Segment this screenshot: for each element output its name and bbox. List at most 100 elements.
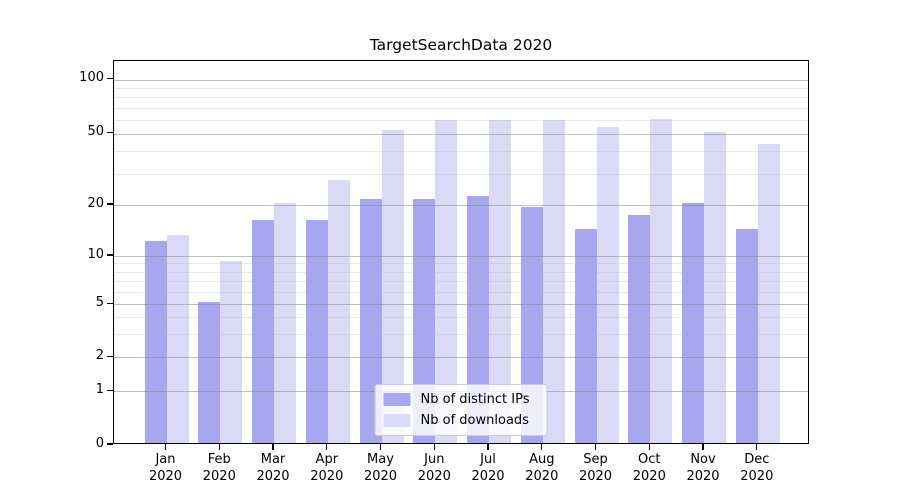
plot-area: Nb of distinct IPs Nb of downloads: [113, 60, 809, 444]
legend-item-distinct-ips: Nb of distinct IPs: [383, 392, 530, 407]
gridline-2: [114, 357, 808, 359]
x-tick-mark-may: [379, 444, 382, 450]
gridline-minor-80: [114, 97, 808, 99]
x-tick-mark-apr: [326, 444, 328, 450]
y-tick-mark-50: [107, 132, 113, 134]
y-tick-label-10: 10: [87, 246, 104, 262]
y-tick-mark-100: [107, 78, 113, 80]
bar-distinct-ips-nov: [682, 203, 704, 443]
bar-downloads-jan: [166, 234, 189, 443]
legend-label-downloads: Nb of downloads: [420, 413, 529, 428]
x-tick-label-line: 2020: [740, 468, 774, 484]
legend: Nb of distinct IPs Nb of downloads: [374, 384, 548, 436]
y-tick-mark-5: [107, 302, 113, 304]
legend-item-downloads: Nb of downloads: [383, 413, 530, 428]
x-tick-mark-sep: [594, 444, 597, 450]
y-tick-mark-0: [107, 443, 113, 445]
x-tick-label-line: 2020: [578, 468, 613, 484]
gridline-minor-3: [114, 333, 808, 335]
bar-distinct-ips-mar: [252, 219, 274, 443]
gridline-50: [114, 133, 808, 135]
bar-downloads-jul: [489, 120, 511, 443]
bar-distinct-ips-sep: [574, 229, 597, 443]
x-tick-label-line: Oct: [638, 452, 661, 467]
y-tick-label-2: 2: [95, 347, 104, 363]
bar-distinct-ips-oct: [628, 215, 651, 443]
y-tick-mark-2: [107, 355, 113, 357]
x-tick-label-line: Feb: [207, 452, 231, 467]
gridline-minor-70: [114, 107, 808, 109]
bar-downloads-feb: [220, 261, 243, 443]
bar-downloads-mar: [274, 203, 296, 443]
bar-distinct-ips-apr: [305, 219, 328, 443]
gridline-minor-7: [114, 280, 808, 282]
legend-label-distinct-ips: Nb of distinct IPs: [420, 392, 530, 407]
bar-distinct-ips-may: [359, 199, 382, 443]
x-tick-label-line: 2020: [148, 468, 183, 484]
x-tick-label-line: 2020: [256, 468, 290, 484]
gridline-20: [114, 205, 808, 206]
y-tick-mark-1: [107, 389, 113, 392]
bar-downloads-dec: [757, 143, 780, 443]
x-tick-label-jan: Jan 2020: [134, 452, 198, 485]
bar-distinct-ips-feb: [198, 302, 221, 443]
x-tick-label-may: May 2020: [349, 452, 413, 485]
x-tick-label-line: May: [367, 452, 394, 467]
x-tick-label-sep: Sep 2020: [564, 452, 628, 485]
x-tick-mark-mar: [272, 444, 274, 450]
bar-downloads-may: [381, 130, 404, 443]
x-tick-label-line: 2020: [417, 468, 451, 484]
bar-downloads-oct: [650, 118, 673, 443]
x-tick-label-line: 2020: [525, 468, 559, 484]
bar-downloads-aug: [542, 120, 565, 443]
bar-downloads-sep: [596, 127, 619, 443]
y-tick-label-20: 20: [87, 195, 104, 211]
y-tick-label-0: 0: [95, 435, 104, 451]
bar-distinct-ips-jul: [467, 195, 489, 443]
bar-downloads-nov: [704, 131, 726, 443]
x-tick-label-feb: Feb 2020: [187, 452, 251, 485]
y-tick-label-100: 100: [79, 70, 104, 86]
y-tick-label-1: 1: [95, 381, 104, 397]
x-tick-label-jun: Jun 2020: [402, 452, 466, 485]
x-tick-mark-nov: [702, 444, 704, 450]
legend-swatch-downloads-icon: [383, 414, 411, 427]
grid-layer: [114, 61, 808, 443]
bar-distinct-ips-aug: [520, 206, 543, 443]
x-tick-label-line: Jul: [480, 452, 496, 467]
x-tick-label-line: 2020: [471, 468, 505, 484]
chart-title: TargetSearchData 2020: [369, 36, 553, 54]
gridline-minor-4: [114, 317, 808, 319]
x-tick-mark-feb: [218, 444, 220, 450]
bar-distinct-ips-dec: [735, 229, 758, 443]
gridline-minor-90: [114, 88, 808, 89]
x-tick-label-line: 2020: [310, 468, 344, 484]
x-tick-label-mar: Mar 2020: [241, 452, 305, 485]
x-tick-label-line: Aug: [529, 452, 555, 467]
x-tick-label-jul: Jul 2020: [456, 452, 520, 485]
x-tick-label-line: 2020: [202, 468, 236, 484]
x-tick-label-line: Nov: [690, 452, 716, 467]
gridline-minor-6: [114, 291, 808, 293]
gridline-minor-60: [114, 119, 808, 121]
gridline-minor-40: [114, 151, 808, 153]
y-tick-mark-10: [107, 254, 113, 256]
gridline-10: [114, 256, 808, 258]
bar-distinct-ips-jan: [144, 240, 167, 443]
x-tick-label-aug: Aug 2020: [510, 452, 574, 485]
x-tick-label-line: 2020: [686, 468, 720, 484]
x-tick-label-line: Jun: [424, 452, 445, 467]
x-tick-mark-jan: [164, 444, 167, 450]
x-tick-mark-jun: [433, 444, 435, 450]
gridline-5: [114, 304, 808, 306]
bars-layer: [114, 61, 808, 443]
gridline-minor-9: [114, 263, 808, 265]
x-tick-mark-aug: [541, 444, 543, 450]
x-tick-label-line: Apr: [315, 452, 339, 467]
legend-swatch-distinct-ips-icon: [383, 393, 411, 406]
y-tick-label-50: 50: [87, 124, 104, 140]
x-tick-label-oct: Oct 2020: [617, 452, 681, 485]
bar-distinct-ips-jun: [413, 199, 436, 443]
x-tick-label-line: Jan: [155, 452, 176, 467]
